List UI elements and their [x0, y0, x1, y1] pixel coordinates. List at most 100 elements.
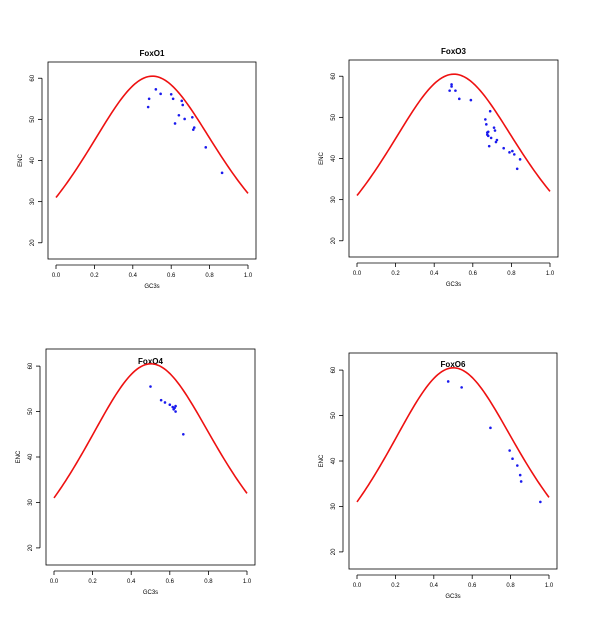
x-axis-label: GC3s [144, 284, 159, 290]
y-tick-label: 40 [30, 157, 36, 164]
data-point [488, 109, 492, 113]
x-tick-label: 1.0 [244, 273, 253, 279]
data-point [171, 405, 174, 409]
data-point [460, 386, 463, 389]
x-tick-label: 0.4 [127, 579, 136, 585]
y-tick-label: 40 [331, 155, 337, 162]
x-tick-label: 0.0 [52, 273, 61, 279]
data-point [495, 138, 499, 142]
data-point [149, 385, 152, 388]
y-tick-label: 30 [331, 502, 337, 509]
x-tick-label: 0.4 [129, 273, 138, 279]
data-point [159, 398, 163, 402]
data-point [220, 171, 224, 175]
x-axis-label: GC3s [446, 282, 461, 288]
x-tick-label: 0.8 [204, 579, 213, 585]
plot-frame [47, 61, 257, 260]
x-tick-label: 1.0 [546, 271, 555, 277]
data-point [191, 116, 194, 119]
data-point [469, 98, 473, 102]
chart-title: FoxO4 [138, 357, 163, 366]
data-point [512, 153, 516, 156]
chart-panel: FoxO3 0.0 0.2 0.4 0.6 0.8 1.0 GC3s 20 30 40 50 60 ENC [319, 47, 559, 288]
data-point [154, 88, 158, 91]
data-point [487, 144, 491, 148]
x-tick-label: 0.6 [167, 273, 176, 279]
x-tick-label: 0.2 [391, 583, 400, 589]
data-point [539, 500, 542, 504]
data-point [169, 92, 173, 96]
data-point [508, 449, 511, 452]
plot-frame [348, 59, 559, 258]
data-point [177, 113, 181, 117]
expected-enc-curve [356, 367, 550, 503]
chart-panel: FoxO6 0.0 0.2 0.4 0.6 0.8 1.0 GC3s 20 30 40 50 60 ENC [319, 352, 558, 600]
data-point [518, 158, 522, 161]
data-point [485, 123, 488, 126]
data-point [518, 473, 522, 477]
data-point [174, 410, 177, 413]
x-tick-label: 0.8 [205, 273, 214, 279]
x-tick-label: 1.0 [545, 583, 554, 589]
x-tick-label: 0.4 [430, 583, 439, 589]
x-tick-label: 0.8 [507, 271, 516, 277]
chart-title: FoxO3 [441, 47, 466, 56]
y-tick-label: 50 [331, 113, 337, 120]
y-tick-label: 60 [331, 72, 337, 79]
data-point [163, 401, 167, 404]
data-point [159, 92, 162, 96]
x-tick-label: 0.6 [468, 583, 477, 589]
x-tick-label: 0.2 [391, 271, 400, 277]
data-point [204, 146, 208, 149]
data-point [516, 464, 519, 467]
y-axis-label: ENC [16, 450, 22, 463]
y-tick-label: 50 [331, 412, 337, 419]
data-point [502, 146, 505, 150]
plot-frame [348, 352, 558, 570]
data-point [484, 118, 487, 121]
y-axis-label: ENC [319, 152, 325, 165]
x-tick-label: 0.6 [469, 271, 478, 277]
y-tick-label: 20 [331, 548, 337, 555]
data-point [147, 97, 151, 101]
x-tick-label: 0.6 [166, 579, 175, 585]
data-point [454, 89, 457, 92]
x-tick-label: 0.2 [88, 579, 97, 585]
data-point [182, 432, 185, 436]
x-tick-label: 0.0 [353, 583, 362, 589]
expected-enc-curve [53, 363, 248, 499]
x-tick-label: 0.0 [353, 271, 362, 277]
data-point [508, 151, 511, 154]
data-point [180, 99, 184, 103]
data-point [450, 83, 453, 86]
x-tick-label: 0.0 [50, 579, 59, 585]
data-point [448, 89, 451, 92]
expected-enc-curve [55, 75, 249, 199]
data-point [489, 136, 493, 140]
y-tick-label: 40 [28, 453, 34, 460]
y-tick-label: 30 [331, 196, 337, 203]
chart-title: FoxO6 [441, 360, 466, 369]
data-point [511, 149, 514, 153]
y-tick-label: 40 [331, 457, 337, 464]
x-tick-label: 0.8 [506, 583, 515, 589]
chart-panel: FoxO1 0.0 0.2 0.4 0.6 0.8 1.0 GC3s 20 30 40 50 60 ENC [18, 49, 257, 290]
data-point [146, 105, 150, 109]
y-tick-label: 20 [331, 237, 337, 244]
data-point [446, 380, 450, 383]
data-point [486, 134, 490, 138]
y-tick-label: 30 [30, 198, 36, 205]
x-axis-label: GC3s [445, 594, 460, 600]
chart-title: FoxO1 [140, 49, 165, 58]
y-tick-label: 20 [28, 544, 34, 551]
data-point [171, 97, 175, 101]
data-point [192, 126, 196, 129]
data-point [183, 117, 186, 121]
data-point [494, 140, 498, 144]
data-point [511, 457, 514, 461]
data-point [489, 426, 492, 430]
y-tick-label: 60 [30, 74, 36, 81]
y-axis-label: ENC [319, 454, 325, 467]
y-tick-label: 50 [28, 408, 34, 415]
